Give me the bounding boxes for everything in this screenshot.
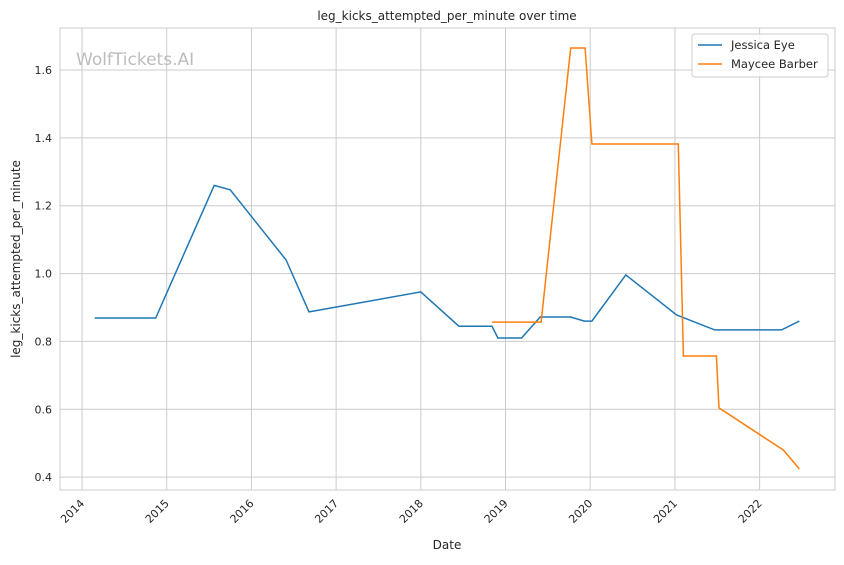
plot-frame [59, 27, 836, 491]
series-line-maycee-barber [492, 47, 800, 470]
legend-label-maycee-barber: Maycee Barber [731, 57, 818, 71]
y-tick-label: 1.6 [35, 64, 53, 77]
x-tick-label: 2019 [482, 497, 511, 526]
x-tick-label: 2016 [228, 497, 257, 526]
y-tick-label: 0.8 [35, 335, 53, 348]
y-tick-label: 0.4 [35, 471, 53, 484]
y-axis-label: leg_kicks_attempted_per_minute [9, 160, 23, 358]
chart-title: leg_kicks_attempted_per_minute over time [317, 9, 576, 23]
x-tick-label: 2021 [651, 497, 680, 526]
series-line-jessica-eye [94, 184, 800, 339]
x-tick-label: 2018 [397, 497, 426, 526]
series-group [94, 47, 800, 470]
legend-label-jessica-eye: Jessica Eye [730, 38, 795, 52]
legend: Jessica Eye Maycee Barber [691, 33, 829, 78]
x-tick-label: 2022 [736, 497, 765, 526]
x-tick-label: 2020 [566, 497, 595, 526]
x-tick-label: 2017 [312, 497, 341, 526]
x-tick-label: 2014 [58, 497, 87, 526]
grid [60, 28, 835, 490]
y-tick-label: 1.0 [35, 268, 53, 281]
watermark: WolfTickets.AI [76, 50, 194, 70]
legend-box [691, 33, 829, 78]
y-tick-label: 0.6 [35, 403, 53, 416]
y-tick-label: 1.4 [35, 132, 53, 145]
x-axis-label: Date [433, 538, 462, 552]
y-tick-label: 1.2 [35, 200, 53, 213]
x-tick-label: 2015 [143, 497, 172, 526]
